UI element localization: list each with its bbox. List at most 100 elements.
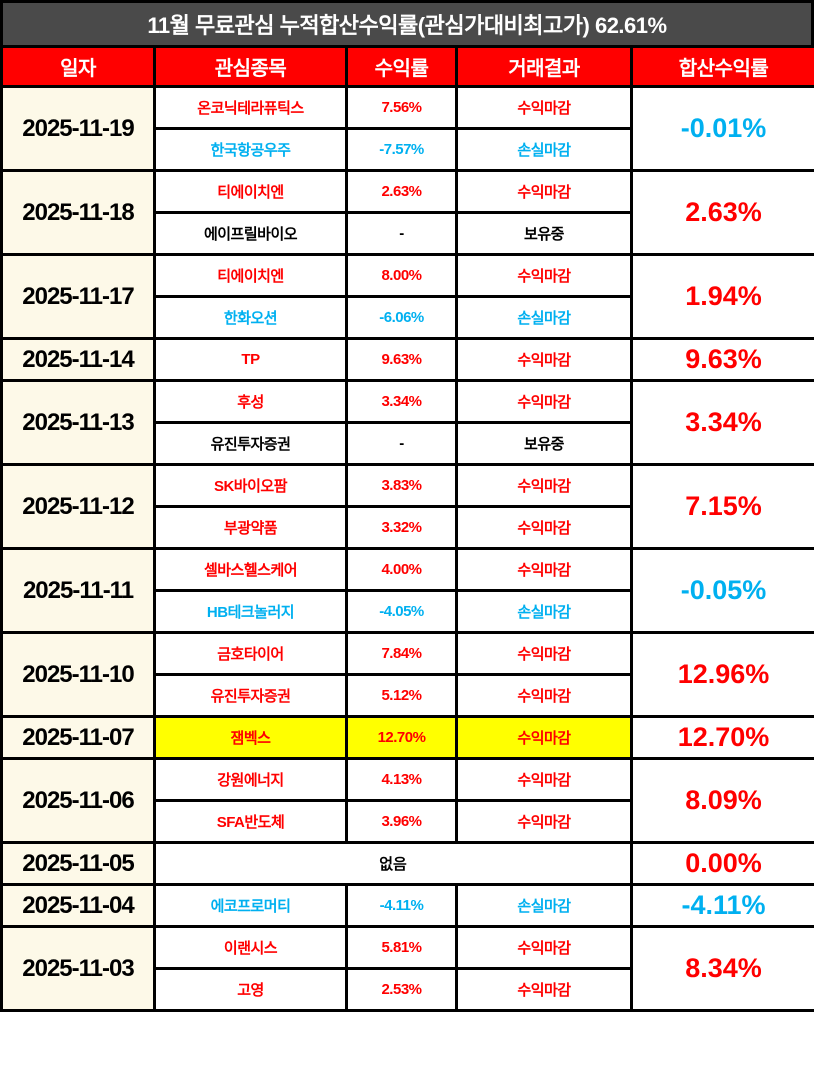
- table-header: 일자 관심종목 수익률 거래결과 합산수익률: [0, 45, 814, 88]
- trade-result-cell: 수익마감: [455, 547, 633, 592]
- total-return-cell: 9.63%: [630, 337, 814, 382]
- table-row: 한국항공우주 -7.57% 손실마감: [2, 127, 814, 172]
- total-return-cell: 3.34%: [630, 379, 814, 466]
- results-table-body: 2025-11-19 온코닉테라퓨틱스 7.56% 수익마감 -0.01% 한국항공우주 -…: [0, 85, 814, 1012]
- date-cell: 2025-11-10: [0, 631, 156, 718]
- date-cell: 2025-11-13: [0, 379, 156, 466]
- return-cell: 7.56%: [345, 85, 458, 130]
- trade-result-cell: 수익마감: [455, 379, 633, 424]
- trade-result-cell: 수익마감: [455, 505, 633, 550]
- table-row: 2025-11-11 셀바스헬스케어 4.00% 수익마감 -0.05%: [0, 547, 814, 634]
- stock-name-cell: SK바이오팜: [153, 463, 348, 508]
- date-cell: 2025-11-05: [0, 841, 156, 886]
- return-cell: 2.53%: [345, 967, 458, 1012]
- stock-name-cell: 부광약품: [153, 505, 348, 550]
- stock-name-cell: 금호타이어: [153, 631, 348, 676]
- return-cell: 3.34%: [345, 379, 458, 424]
- trade-result-cell: 수익마감: [455, 967, 633, 1012]
- table-row: 에이프릴바이오 - 보유중: [2, 211, 814, 256]
- trade-result-cell: 수익마감: [455, 673, 633, 718]
- total-return-cell: 0.00%: [630, 841, 814, 886]
- stock-name-cell: 이랜시스: [153, 925, 348, 970]
- trade-result-cell: 수익마감: [455, 463, 633, 508]
- return-cell: 4.00%: [345, 547, 458, 592]
- stock-name-cell: 티에이치엔: [153, 169, 348, 214]
- table-row: 2025-11-14 TP 9.63% 수익마감 9.63%: [0, 337, 814, 382]
- header-row: 일자 관심종목 수익률 거래결과 합산수익률: [0, 45, 814, 88]
- stock-name-cell: HB테크놀러지: [153, 589, 348, 634]
- date-cell: 2025-11-11: [0, 547, 156, 634]
- return-cell: -4.05%: [345, 589, 458, 634]
- trade-result-cell: 수익마감: [455, 85, 633, 130]
- trade-result-cell: 수익마감: [455, 631, 633, 676]
- trade-result-cell: 손실마감: [455, 295, 633, 340]
- return-cell: -6.06%: [345, 295, 458, 340]
- stock-name-cell: 강원에너지: [153, 757, 348, 802]
- return-cell: 5.12%: [345, 673, 458, 718]
- stock-name-cell: 온코닉테라퓨틱스: [153, 85, 348, 130]
- table-row: 2025-11-13 후성 3.34% 수익마감 3.34%: [0, 379, 814, 466]
- trade-result-cell: 손실마감: [455, 589, 633, 634]
- title-bar: 11월 무료관심 누적합산수익률(관심가대비최고가) 62.61%: [0, 0, 814, 45]
- stock-name-cell: 티에이치엔: [153, 253, 348, 298]
- table-row: 2025-11-18 티에이치엔 2.63% 수익마감 2.63%: [0, 169, 814, 256]
- date-cell: 2025-11-06: [0, 757, 156, 844]
- total-return-cell: 8.09%: [630, 757, 814, 844]
- stock-name-cell: 에이프릴바이오: [153, 211, 348, 256]
- table-row: SFA반도체 3.96% 수익마감: [2, 799, 814, 844]
- trade-result-cell: 수익마감: [455, 715, 633, 760]
- total-return-cell: 12.70%: [630, 715, 814, 760]
- column-header-result: 거래결과: [455, 45, 633, 88]
- date-cell: 2025-11-12: [0, 463, 156, 550]
- table-row: 부광약품 3.32% 수익마감: [2, 505, 814, 550]
- trade-result-cell: 손실마감: [455, 883, 633, 928]
- stock-name-cell: 후성: [153, 379, 348, 424]
- return-cell: 5.81%: [345, 925, 458, 970]
- table-row: 2025-11-06 강원에너지 4.13% 수익마감 8.09%: [0, 757, 814, 844]
- table-row: 2025-11-07 잼벡스 12.70% 수익마감 12.70%: [0, 715, 814, 760]
- table-row: 한화오션 -6.06% 손실마감: [2, 295, 814, 340]
- return-cell: 12.70%: [345, 715, 458, 760]
- stock-name-cell: 고영: [153, 967, 348, 1012]
- date-cell: 2025-11-18: [0, 169, 156, 256]
- stock-name-cell: 셀바스헬스케어: [153, 547, 348, 592]
- stock-name-cell: 에코프로머티: [153, 883, 348, 928]
- return-cell: 2.63%: [345, 169, 458, 214]
- date-cell: 2025-11-19: [0, 85, 156, 172]
- table-row: HB테크놀러지 -4.05% 손실마감: [2, 589, 814, 634]
- stock-name-cell: 한국항공우주: [153, 127, 348, 172]
- trade-result-cell: 보유중: [455, 421, 633, 466]
- stock-name-cell: 유진투자증권: [153, 421, 348, 466]
- column-header-total: 합산수익률: [630, 45, 814, 88]
- table-row: 2025-11-10 금호타이어 7.84% 수익마감 12.96%: [0, 631, 814, 718]
- return-cell: 7.84%: [345, 631, 458, 676]
- table-row: 2025-11-03 이랜시스 5.81% 수익마감 8.34%: [0, 925, 814, 1012]
- stock-name-cell: 잼벡스: [153, 715, 348, 760]
- total-return-cell: 2.63%: [630, 169, 814, 256]
- table-row: 2025-11-05 없음 0.00%: [0, 841, 814, 886]
- table-row: 고영 2.53% 수익마감: [2, 967, 814, 1012]
- total-return-cell: -0.01%: [630, 85, 814, 172]
- date-cell: 2025-11-07: [0, 715, 156, 760]
- trade-result-cell: 수익마감: [455, 925, 633, 970]
- stock-name-cell: 한화오션: [153, 295, 348, 340]
- date-cell: 2025-11-04: [0, 883, 156, 928]
- date-cell: 2025-11-17: [0, 253, 156, 340]
- trade-result-cell: 손실마감: [455, 127, 633, 172]
- trade-result-cell: 수익마감: [455, 337, 633, 382]
- date-cell: 2025-11-03: [0, 925, 156, 1012]
- table-row: 2025-11-17 티에이치엔 8.00% 수익마감 1.94%: [0, 253, 814, 340]
- table-row: 2025-11-04 에코프로머티 -4.11% 손실마감 -4.11%: [0, 883, 814, 928]
- table-row: 2025-11-12 SK바이오팜 3.83% 수익마감 7.15%: [0, 463, 814, 550]
- stock-name-cell: 유진투자증권: [153, 673, 348, 718]
- total-return-cell: 8.34%: [630, 925, 814, 1012]
- trade-result-cell: 수익마감: [455, 799, 633, 844]
- return-cell: 3.96%: [345, 799, 458, 844]
- column-header-date: 일자: [0, 45, 156, 88]
- stock-name-cell: TP: [153, 337, 348, 382]
- total-return-cell: 12.96%: [630, 631, 814, 718]
- return-cell: 8.00%: [345, 253, 458, 298]
- trade-result-cell: 수익마감: [455, 757, 633, 802]
- return-cell: -: [345, 211, 458, 256]
- trade-result-cell: 보유중: [455, 211, 633, 256]
